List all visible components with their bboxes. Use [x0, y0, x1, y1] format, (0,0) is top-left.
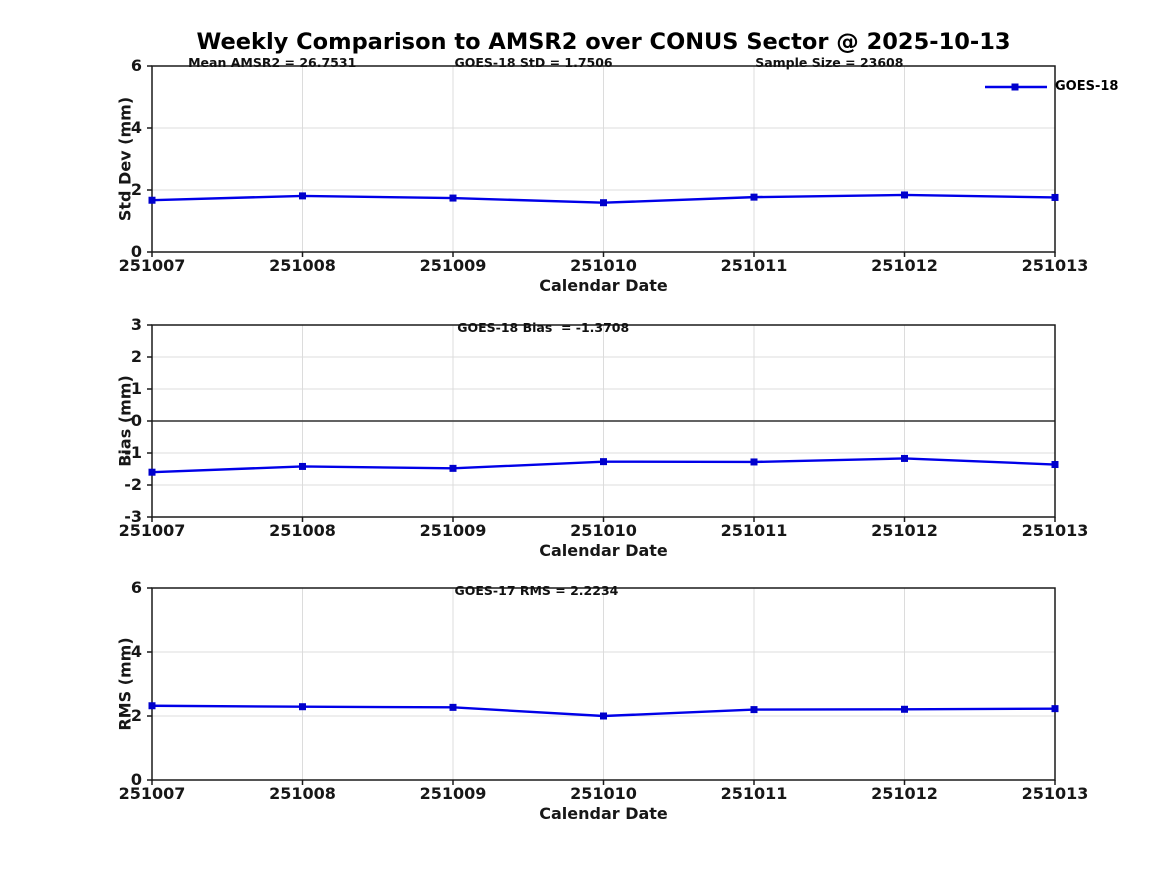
y-tick-label: 6 — [130, 578, 142, 597]
y-tick-label: 2 — [130, 706, 142, 725]
x-tick-label: 251012 — [871, 256, 938, 275]
data-marker — [901, 454, 908, 462]
x-tick-label: 251011 — [720, 521, 788, 540]
y-tick-label: -3 — [124, 507, 142, 526]
y-tick-label: 2 — [130, 180, 142, 199]
data-marker — [750, 458, 758, 466]
y-axis-label: RMS (mm) — [115, 637, 135, 731]
plot-area — [147, 324, 1059, 522]
x-tick-label: 251010 — [570, 784, 637, 803]
y-tick-label: -2 — [124, 475, 142, 494]
x-tick-label: 251008 — [269, 256, 336, 275]
subplot-annotation: Sample Size = 23608 — [755, 55, 904, 70]
y-axis-label: Std Dev (mm) — [115, 96, 135, 222]
data-marker — [600, 199, 607, 207]
data-marker — [148, 196, 156, 204]
x-axis-label: Calendar Date — [539, 804, 668, 823]
x-tick-label: 251013 — [1021, 256, 1089, 275]
subplot-annotation: GOES-18 Bias = -1.3708 — [457, 320, 630, 335]
data-marker — [600, 458, 607, 466]
legend: GOES-18 — [984, 79, 1118, 95]
data-marker — [299, 462, 306, 470]
chart-title: Weekly Comparison to AMSR2 over CONUS Se… — [196, 29, 1011, 55]
x-tick-label: 251007 — [118, 521, 186, 540]
data-marker — [750, 706, 758, 714]
x-tick-label: 251007 — [118, 256, 186, 275]
x-tick-label: 251009 — [419, 784, 487, 803]
data-marker — [1051, 705, 1059, 713]
y-tick-label: 0 — [130, 242, 142, 261]
y-tick-label: 4 — [130, 118, 142, 137]
plot-area — [147, 65, 1059, 257]
x-tick-label: 251009 — [419, 521, 487, 540]
x-tick-label: 251007 — [118, 784, 186, 803]
data-marker — [148, 468, 156, 476]
x-tick-label: 251012 — [871, 784, 938, 803]
x-tick-label: 251010 — [570, 256, 637, 275]
data-marker — [299, 192, 306, 200]
data-marker — [299, 703, 306, 711]
data-marker — [449, 464, 457, 472]
data-marker — [750, 193, 758, 201]
x-tick-label: 251009 — [419, 256, 487, 275]
subplot-annotation: Mean AMSR2 = 26.7531 — [188, 55, 357, 70]
data-marker — [449, 194, 457, 202]
y-tick-label: 6 — [130, 56, 142, 75]
x-tick-label: 251013 — [1021, 784, 1089, 803]
y-axis-label: Bias (mm) — [115, 375, 135, 467]
y-tick-label: 0 — [130, 770, 142, 789]
x-tick-label: 251012 — [871, 521, 938, 540]
y-tick-label: 3 — [130, 315, 142, 334]
x-tick-label: 251011 — [720, 784, 788, 803]
subplot-annotation: GOES-18 StD = 1.7506 — [454, 55, 613, 70]
legend-line-sample-icon — [985, 83, 1047, 91]
x-tick-label: 251008 — [269, 784, 336, 803]
x-tick-label: 251013 — [1021, 521, 1089, 540]
x-axis-label: Calendar Date — [539, 541, 668, 560]
y-tick-label: 2 — [130, 347, 142, 366]
data-marker — [901, 705, 908, 713]
x-axis-label: Calendar Date — [539, 276, 668, 295]
y-tick-label: 0 — [130, 411, 142, 430]
data-marker — [449, 703, 457, 711]
data-marker — [148, 702, 156, 710]
x-tick-label: 251010 — [570, 521, 637, 540]
data-marker — [600, 712, 607, 720]
y-tick-label: -1 — [124, 443, 142, 462]
data-marker — [1051, 193, 1059, 201]
legend-label: GOES-18 — [1055, 79, 1119, 94]
x-tick-label: 251011 — [720, 256, 788, 275]
y-tick-label: 4 — [130, 642, 142, 661]
data-marker — [1051, 461, 1059, 469]
data-marker — [901, 191, 908, 199]
y-tick-label: 1 — [130, 379, 142, 398]
x-tick-label: 251008 — [269, 521, 336, 540]
subplot-annotation: GOES-17 RMS = 2.2234 — [454, 583, 619, 598]
plot-area — [147, 587, 1059, 785]
